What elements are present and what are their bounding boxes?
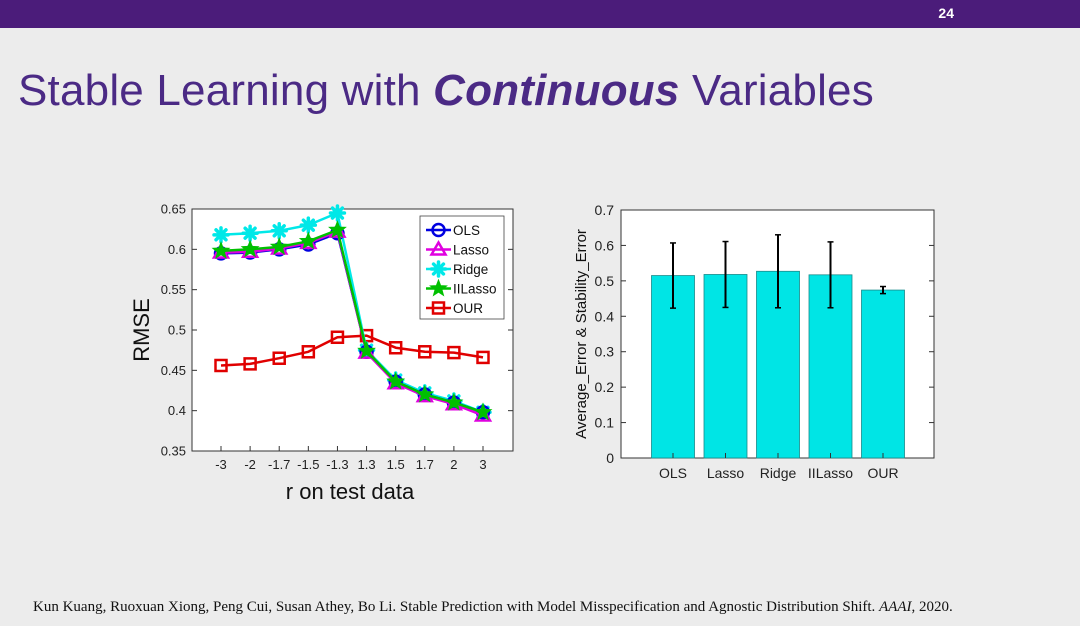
x-tick-label: IILasso xyxy=(808,465,853,481)
slide-header-bar: 24 xyxy=(0,0,1080,28)
y-tick-label: 0.4 xyxy=(168,403,186,418)
rmse-line-chart: 0.65 0.6 0.55 0.5 0.45 0.4 0.35 -3 -2 -1.7 -1.5 -1.… xyxy=(129,202,514,504)
legend-label: OLS xyxy=(453,223,480,238)
data-point-our xyxy=(418,345,432,359)
series-iilasso xyxy=(211,220,493,421)
data-point-ridge xyxy=(270,222,288,240)
y-tick-label: 0.5 xyxy=(595,273,615,289)
series-line-our xyxy=(220,334,484,367)
citation: Kun Kuang, Ruoxuan Xiong, Peng Cui, Susa… xyxy=(33,599,953,616)
y-tick-label: 0.55 xyxy=(161,282,186,297)
y-tick-label: 0.2 xyxy=(595,379,615,395)
series-our xyxy=(214,328,490,373)
y-tick-label: 0.4 xyxy=(595,308,615,324)
data-point-iilasso xyxy=(211,240,231,259)
data-point-our xyxy=(301,345,316,359)
data-point-ridge xyxy=(241,224,259,242)
x-tick-label: 1.7 xyxy=(416,457,434,472)
data-point-our xyxy=(359,328,374,343)
data-point-iilasso xyxy=(444,392,464,411)
x-tick-label: -1.5 xyxy=(297,457,319,472)
data-point-ridge xyxy=(328,204,347,222)
x-tick-label: 1.3 xyxy=(358,457,376,472)
title-suffix: Variables xyxy=(679,66,874,115)
x-tick-label: -3 xyxy=(215,457,227,472)
data-point-iilasso xyxy=(473,402,493,421)
data-point-our xyxy=(476,350,490,365)
bar-our xyxy=(861,289,905,459)
data-point-ridge xyxy=(212,226,230,244)
x-tick-label: 1.5 xyxy=(387,457,405,472)
x-tick-label: -1.3 xyxy=(326,457,348,472)
y-tick-label: 0.1 xyxy=(595,415,615,431)
title-prefix: Stable Learning with xyxy=(18,66,434,115)
y-tick-label: 0.65 xyxy=(161,202,186,217)
legend-marker-ols xyxy=(431,222,446,238)
x-axis-label: r on test data xyxy=(286,479,415,504)
data-point-our xyxy=(214,358,228,373)
error-bar-chart: 0 0.1 0.2 0.3 0.4 0.5 0.6 0.7 OLS Lasso Ridge IILas… xyxy=(573,202,935,481)
y-tick-label: 0.7 xyxy=(595,202,615,218)
title-emphasis: Continuous xyxy=(433,66,680,115)
data-point-iilasso xyxy=(357,341,376,359)
data-point-iilasso xyxy=(328,220,347,238)
x-tick-label: 2 xyxy=(450,457,457,472)
data-point-iilasso xyxy=(269,236,289,255)
legend: OLS Lasso Ridge IILasso OUR xyxy=(419,215,505,320)
y-tick-label: 0.3 xyxy=(595,344,615,360)
legend-label: Ridge xyxy=(453,262,488,277)
citation-venue: AAAI xyxy=(879,599,912,615)
legend-label: Lasso xyxy=(453,243,489,258)
series-line-iilasso xyxy=(220,228,484,414)
citation-text: Kun Kuang, Ruoxuan Xiong, Peng Cui, Susa… xyxy=(33,599,880,615)
x-tick-label: Ridge xyxy=(760,465,797,481)
legend-marker-our xyxy=(431,301,446,315)
y-tick-label: 0.35 xyxy=(161,444,186,459)
slide-title: Stable Learning with Continuous Variable… xyxy=(18,66,874,116)
y-tick-label: 0.6 xyxy=(168,242,186,257)
data-point-our xyxy=(447,345,461,360)
data-point-iilasso xyxy=(415,384,435,403)
y-axis-label: RMSE xyxy=(129,298,154,362)
legend-label: OUR xyxy=(453,301,483,316)
data-point-our xyxy=(243,357,257,371)
data-point-iilasso xyxy=(386,371,406,390)
data-point-iilasso xyxy=(298,231,318,250)
x-tick-label: Lasso xyxy=(707,465,745,481)
citation-year: , 2020. xyxy=(911,599,953,615)
legend-marker-ridge xyxy=(429,260,448,278)
page-number: 24 xyxy=(938,5,954,21)
data-point-our xyxy=(330,330,345,345)
y-tick-label: 0.45 xyxy=(161,363,186,378)
series-line-ridge xyxy=(220,211,484,414)
y-tick-label: 0.6 xyxy=(595,237,615,253)
legend-label: IILasso xyxy=(453,282,497,297)
y-tick-label: 0 xyxy=(606,450,614,466)
legend-marker-iilasso xyxy=(429,278,448,297)
x-tick-label: OLS xyxy=(659,465,687,481)
x-tick-label: -2 xyxy=(244,457,256,472)
y-tick-label: 0.5 xyxy=(168,323,186,338)
legend-marker-lasso xyxy=(429,240,448,256)
x-tick-label: 3 xyxy=(479,457,486,472)
data-point-iilasso xyxy=(240,239,260,258)
data-point-ridge xyxy=(299,216,318,234)
y-axis-label: Average_Error & Stability_Error xyxy=(573,229,590,439)
data-point-our xyxy=(272,351,286,365)
x-tick-label: OUR xyxy=(867,465,898,481)
x-tick-label: -1.7 xyxy=(268,457,290,472)
data-point-our xyxy=(388,340,403,355)
